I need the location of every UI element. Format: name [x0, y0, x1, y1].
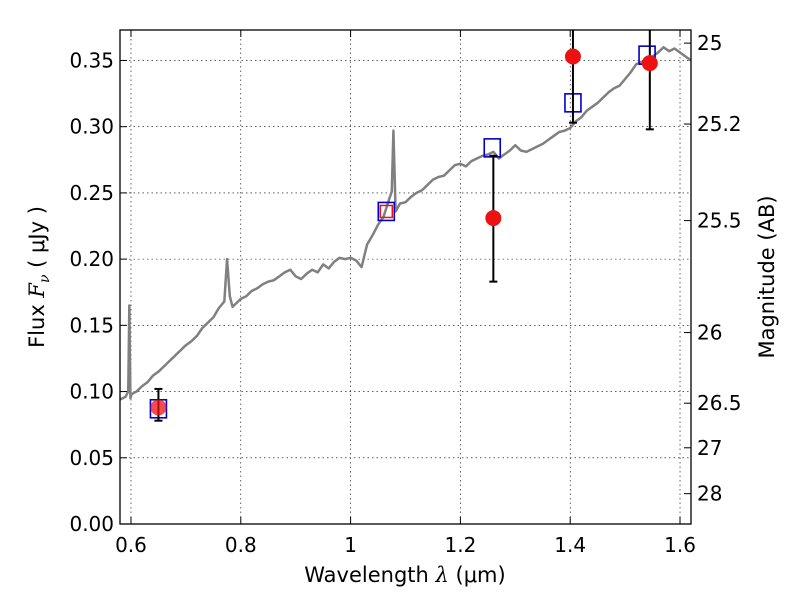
x-tick-label: 0.6	[115, 533, 147, 557]
y-tick-label: 0.15	[69, 313, 114, 337]
x-tick-label: 1.6	[664, 533, 696, 557]
y-tick-label: 0.10	[69, 380, 114, 404]
y2-tick-label: 28	[697, 482, 722, 506]
x-tick-label: 0.8	[225, 533, 257, 557]
series-group	[120, 30, 691, 422]
y-tick-label: 0.05	[69, 446, 114, 470]
y-tick-label: 0.30	[69, 115, 114, 139]
y-tick-label: 0.35	[69, 48, 114, 72]
x-tick-label: 1.4	[554, 533, 586, 557]
y-tick-label: 0.25	[69, 181, 114, 205]
y2-tick-label: 26.5	[697, 391, 742, 415]
spectrum-line	[120, 45, 691, 401]
y2-tick-label: 25	[697, 31, 722, 55]
model-square-point	[377, 201, 396, 222]
y-tick-label: 0.00	[69, 512, 114, 536]
y2-tick-label: 25.5	[697, 209, 742, 233]
plot-area	[120, 30, 691, 422]
grid	[120, 30, 691, 525]
y2-tick-label: 26	[697, 321, 722, 345]
y2-tick-label: 25.2	[697, 112, 742, 136]
y-tick-label: 0.20	[69, 247, 114, 271]
y-axis-label: Flux Fν ( μJy )	[25, 206, 53, 348]
x-tick-label: 1	[344, 533, 357, 557]
x-tick-label: 1.2	[444, 533, 476, 557]
observed-flux-point	[150, 399, 167, 416]
model-square-point	[483, 138, 502, 158]
observed-flux-square	[379, 204, 394, 219]
observed-flux-point	[641, 55, 658, 72]
y2-tick-label: 27	[697, 436, 722, 460]
y2-axis-label: Magnitude (AB)	[755, 195, 779, 358]
x-axis-label: Wavelength λ (μm)	[304, 563, 505, 587]
axes-frame	[119, 29, 692, 525]
observed-flux-point	[485, 210, 502, 227]
ticks: 0.6 0.8 1 1.2 1.4 1.6 0.00 0.05 0.10 0.15 0.20 0.25…	[69, 30, 742, 557]
observed-flux-point	[564, 48, 581, 65]
